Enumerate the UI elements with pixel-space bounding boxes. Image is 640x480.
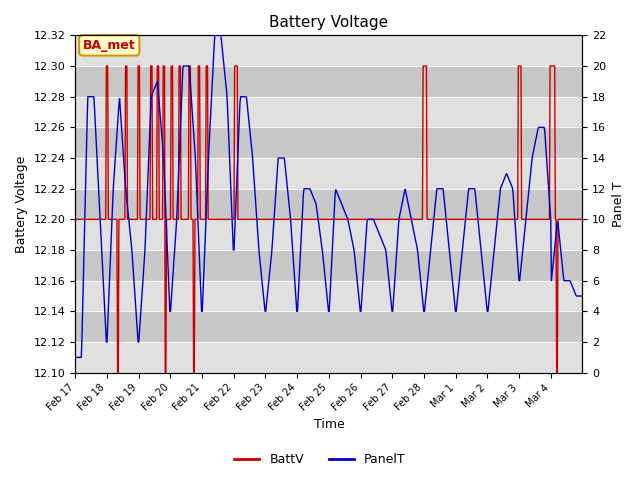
Bar (76, 250, 582, 281)
Text: BA_met: BA_met (83, 39, 136, 52)
Bar (76, 96, 582, 127)
Bar (76, 219, 582, 250)
Bar (76, 127, 582, 158)
Bar (76, 189, 582, 219)
Legend: BattV, PanelT: BattV, PanelT (229, 448, 411, 471)
Y-axis label: Battery Voltage: Battery Voltage (15, 156, 28, 252)
X-axis label: Time: Time (314, 419, 344, 432)
Bar (76, 158, 582, 189)
Bar (76, 281, 582, 312)
Title: Battery Voltage: Battery Voltage (269, 15, 388, 30)
Bar (76, 36, 582, 66)
Bar (76, 342, 582, 372)
Bar (76, 66, 582, 96)
Bar (76, 312, 582, 342)
Y-axis label: Panel T: Panel T (612, 181, 625, 227)
